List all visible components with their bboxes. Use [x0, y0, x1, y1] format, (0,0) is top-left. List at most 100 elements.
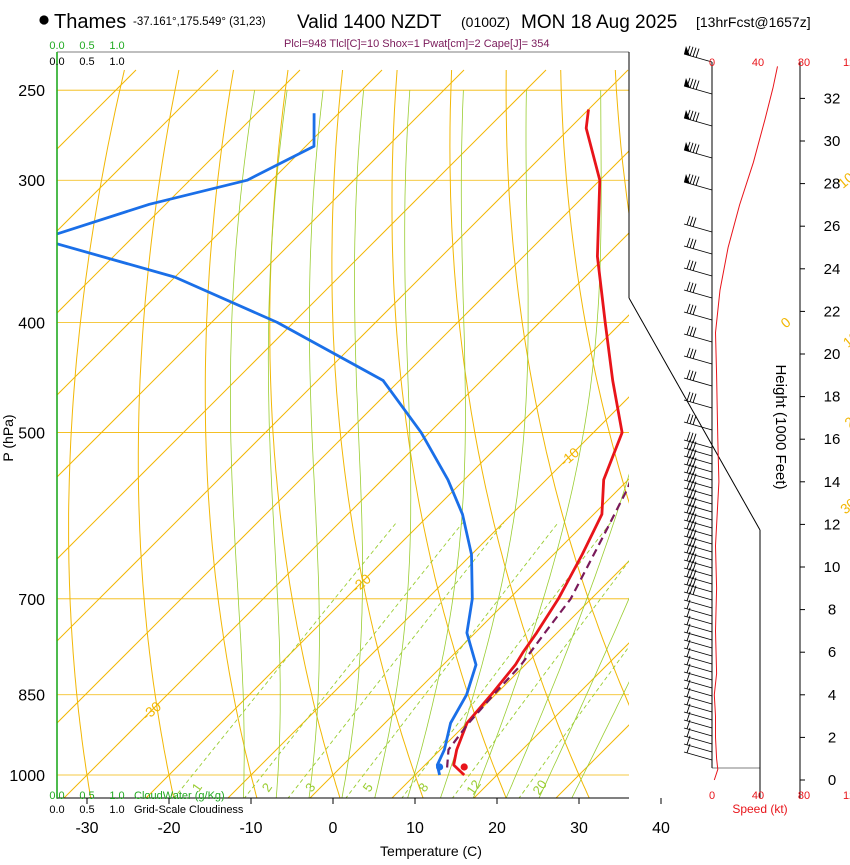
- wind-barb-feather: [686, 671, 691, 682]
- temperature-axis: -30 -20 -10 0 10 20 30 40: [75, 798, 670, 837]
- isotherm-line: [57, 69, 547, 560]
- moist-adiabat-line: [571, 681, 629, 798]
- pressure-tick-label: 400: [18, 315, 45, 332]
- wind-barb-feather: [689, 238, 694, 248]
- wind-barb-shaft: [683, 695, 713, 705]
- cloud-bottom-scale: 0.0 0.5 1.0 CloudWater (g/Kg) 0.0 0.5 1.…: [49, 790, 244, 816]
- mixing-ratio-label: 2: [259, 780, 275, 795]
- wind-barb-shaft: [683, 551, 713, 561]
- wind-barb-feather: [686, 259, 691, 270]
- wind-barb-feather: [689, 552, 694, 562]
- height-tick-label: 0: [828, 772, 836, 789]
- wind-barb-feather: [689, 392, 694, 402]
- moist-adiabat-line: [407, 90, 466, 798]
- wind-barb-shaft: [683, 479, 713, 489]
- wind-barb-shaft: [683, 735, 713, 745]
- wind-barb-shaft: [683, 679, 713, 689]
- forecast-date: MON 18 Aug 2025: [521, 12, 677, 33]
- wind-barb-shaft: [683, 333, 713, 343]
- height-tick-label: 16: [824, 431, 841, 448]
- background-lines: [57, 69, 629, 798]
- wind-barb-feather: [686, 141, 691, 152]
- wind-barb-feather: [686, 527, 691, 538]
- wind-barb-feather: [695, 176, 700, 186]
- isotherm-label: 0: [777, 314, 793, 331]
- wind-barb-feather: [692, 569, 697, 579]
- speed-top-tick: 0: [709, 57, 715, 69]
- mixing-ratio-line: [345, 522, 559, 798]
- cloudiness-bottom-tick: 1.0: [109, 804, 124, 816]
- isotherm-line: [227, 396, 629, 798]
- cloud-top-tick: 0.0: [49, 40, 64, 52]
- wind-barb-feather: [686, 687, 691, 698]
- wind-barb-feather: [686, 647, 691, 658]
- speed-top-tick: 80: [798, 57, 810, 69]
- height-tick-label: 22: [824, 303, 841, 320]
- pressure-axis: 250 300 400 500 700 850 1000: [9, 83, 45, 785]
- wind-barb-shaft: [683, 543, 713, 553]
- wind-barb-feather: [689, 528, 694, 538]
- wind-barb-feather: [689, 560, 694, 570]
- dry-adiabat-line: [68, 69, 125, 798]
- wind-barb-feather: [686, 391, 691, 402]
- wind-barb-feather: [692, 371, 697, 381]
- wind-barb-feather: [686, 551, 691, 562]
- wind-barb-shaft: [683, 535, 713, 545]
- wind-barb-feather: [686, 77, 691, 88]
- x-tick-label: 10: [406, 820, 424, 837]
- wind-barb-feather: [686, 347, 691, 358]
- wind-barb-shaft: [683, 591, 713, 601]
- wind-barb-feather: [686, 281, 691, 292]
- wind-barb-shaft: [683, 743, 713, 753]
- station-name: Thames: [54, 11, 126, 33]
- wind-barb-feather: [695, 112, 700, 122]
- dry-adiabat-line: [269, 69, 341, 798]
- wind-barb-feather: [692, 473, 697, 483]
- wind-barb-feather: [692, 553, 697, 563]
- mixing-ratio-label: 5: [359, 780, 375, 795]
- wind-barb-feather: [695, 48, 700, 58]
- wind-barb-feather: [692, 521, 697, 531]
- wind-barb-feather: [689, 496, 694, 506]
- wind-barb-feather: [689, 282, 694, 292]
- pressure-tick-label: 250: [18, 83, 45, 100]
- wind-barb-feather: [692, 457, 697, 467]
- wind-barbs: [683, 45, 713, 761]
- wind-barb-shaft: [683, 703, 713, 713]
- wind-barb-shaft: [683, 471, 713, 481]
- wind-barb-feather: [686, 679, 691, 690]
- x-tick-label: 20: [488, 820, 506, 837]
- wind-barb-flag: [684, 110, 690, 120]
- height-tick-label: 28: [824, 176, 841, 193]
- wind-barb-feather: [692, 529, 697, 539]
- wind-barb-shaft: [683, 267, 713, 277]
- wind-barb-feather: [692, 327, 697, 337]
- moist-adiabat-line: [374, 90, 412, 798]
- wind-barb-feather: [689, 536, 694, 546]
- wind-barb-feather: [686, 303, 691, 314]
- cloudiness-bottom-tick: 0.0: [49, 804, 64, 816]
- wind-barb-feather: [686, 735, 691, 746]
- wind-barb-feather: [692, 577, 697, 587]
- wind-barb-shaft: [683, 663, 713, 673]
- wind-barb-shaft: [683, 311, 713, 321]
- moist-adiabat-line: [308, 90, 324, 798]
- wind-barb-feather: [692, 143, 697, 153]
- isotherm-label: 20: [841, 408, 850, 430]
- wind-barb-shaft: [683, 289, 713, 299]
- wind-barb-shaft: [683, 599, 713, 609]
- station-coords: -37.161°,175.549° (31,23): [133, 16, 266, 28]
- wind-barb-feather: [686, 743, 691, 754]
- wind-barb-feather: [686, 237, 691, 248]
- wind-barb-feather: [692, 47, 697, 57]
- height-tick-label: 2: [828, 729, 836, 746]
- wind-barb-shaft: [683, 487, 713, 497]
- isotherm-label: 30: [837, 495, 850, 517]
- forecast-run: [13hrFcst@1657z]: [696, 14, 811, 30]
- wind-barb-feather: [689, 46, 694, 56]
- wind-barb-feather: [689, 584, 694, 594]
- wind-barb-feather: [686, 615, 691, 626]
- dry-adiabat-line: [137, 69, 180, 798]
